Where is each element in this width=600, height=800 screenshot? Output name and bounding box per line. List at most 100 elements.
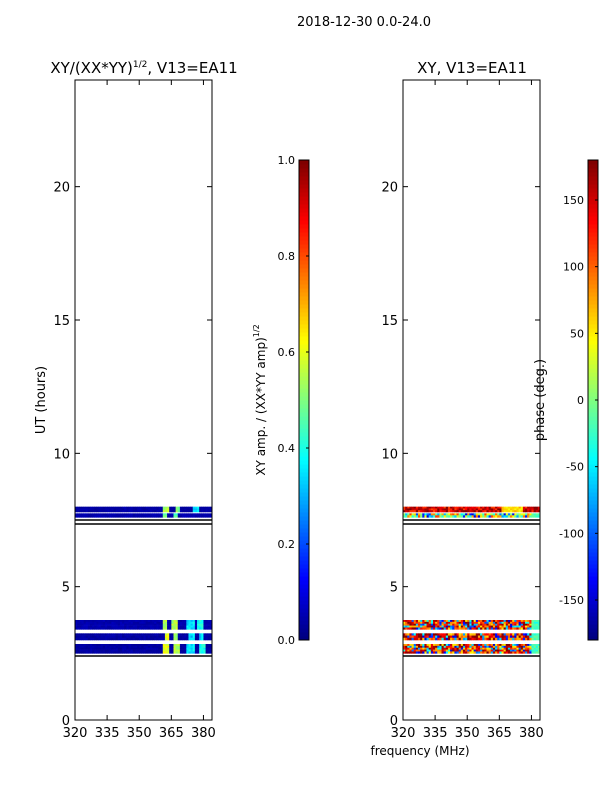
heatmap-cell [467,513,470,516]
colorbar-step [299,564,309,569]
heatmap-cell [164,649,168,652]
heatmap-cell [420,621,423,625]
heatmap-cell [175,651,179,654]
heatmap-cell [197,637,200,641]
colorbar-step [299,592,309,597]
heatmap-cell [424,635,427,639]
heatmap-cell [405,651,408,654]
heatmap-cell [107,515,110,518]
heatmap-cell [426,645,430,649]
colorbar-step [299,548,309,553]
heatmap-cell [188,506,191,509]
heatmap-cell [413,513,417,516]
y-tick-label: 10 [381,447,398,462]
heatmap-cell [432,627,436,630]
heatmap-cell [518,515,522,518]
heatmap-cell [469,644,472,647]
heatmap-cell [145,635,149,639]
heatmap-cell [441,635,445,639]
heatmap-cell [122,635,125,639]
colorbar-step [299,208,309,213]
heatmap-cell [173,625,177,628]
colorbar-step [299,524,309,529]
heatmap-cell [124,625,127,628]
heatmap-cell [490,510,494,513]
heatmap-cell [85,644,89,647]
heatmap-cell [177,647,181,650]
heatmap-cell [417,633,421,636]
heatmap-cell [175,635,179,639]
heatmap-cell [87,651,91,654]
heatmap-cell [462,637,466,641]
heatmap-cell [139,635,142,639]
heatmap-cell [462,633,466,636]
heatmap-cell [197,647,200,650]
heatmap-cell [480,649,483,652]
heatmap-cell [83,621,87,625]
colorbar-step [588,580,598,585]
heatmap-cell [149,515,153,518]
heatmap-cell [186,508,189,511]
heatmap-cell [162,633,166,636]
heatmap-cell [197,623,200,626]
heatmap-cell [197,620,200,623]
heatmap-cell [533,515,537,518]
heatmap-cell [164,508,168,511]
heatmap-cell [432,651,436,654]
heatmap-cell [424,506,427,509]
heatmap-cell [475,623,479,626]
heatmap-cell [83,647,87,650]
heatmap-cell [437,515,440,518]
heatmap-cell [156,510,159,513]
colorbar-step [588,600,598,605]
heatmap-cell [535,620,539,623]
heatmap-cell [158,651,162,654]
heatmap-cell [205,506,209,509]
heatmap-cell [107,651,110,654]
heatmap-cell [507,508,511,511]
heatmap-cell [160,647,164,650]
heatmap-cell [445,647,449,650]
heatmap-cell [83,633,87,636]
heatmap-cell [109,635,112,639]
heatmap-cell [169,508,172,511]
heatmap-cell [403,649,406,652]
heatmap-cell [207,620,211,623]
heatmap-cell [486,647,490,650]
heatmap-cell [465,513,468,516]
heatmap-cell [175,620,179,623]
heatmap-cell [537,635,541,639]
heatmap-cell [149,633,153,636]
heatmap-cell [184,508,187,511]
heatmap-cell [432,515,436,518]
right-title: XY, V13=EA11 [417,59,527,77]
heatmap-cell [439,513,442,516]
colorbar-step [588,288,598,293]
heatmap-cell [147,621,151,625]
heatmap-cell [79,506,82,509]
heatmap-cell [194,645,198,649]
heatmap-cell [92,620,95,623]
heatmap-cell [137,506,140,509]
heatmap-cell [188,644,191,647]
colorbar-tick-label: 0.0 [278,634,296,647]
colorbar-step [299,388,309,393]
colorbar-step [588,576,598,581]
colorbar-step [299,380,309,385]
heatmap-cell [194,647,198,650]
heatmap-cell [143,649,147,652]
heatmap-cell [428,651,432,654]
heatmap-cell [439,647,442,650]
heatmap-cell [405,644,408,647]
heatmap-cell [447,510,451,513]
heatmap-cell [439,621,442,625]
heatmap-cell [175,510,179,513]
heatmap-cell [147,620,151,623]
heatmap-cell [505,651,509,654]
heatmap-cell [96,627,99,630]
heatmap-cell [145,627,149,630]
heatmap-cell [437,625,440,628]
heatmap-cell [122,515,125,518]
heatmap-cell [441,625,445,628]
